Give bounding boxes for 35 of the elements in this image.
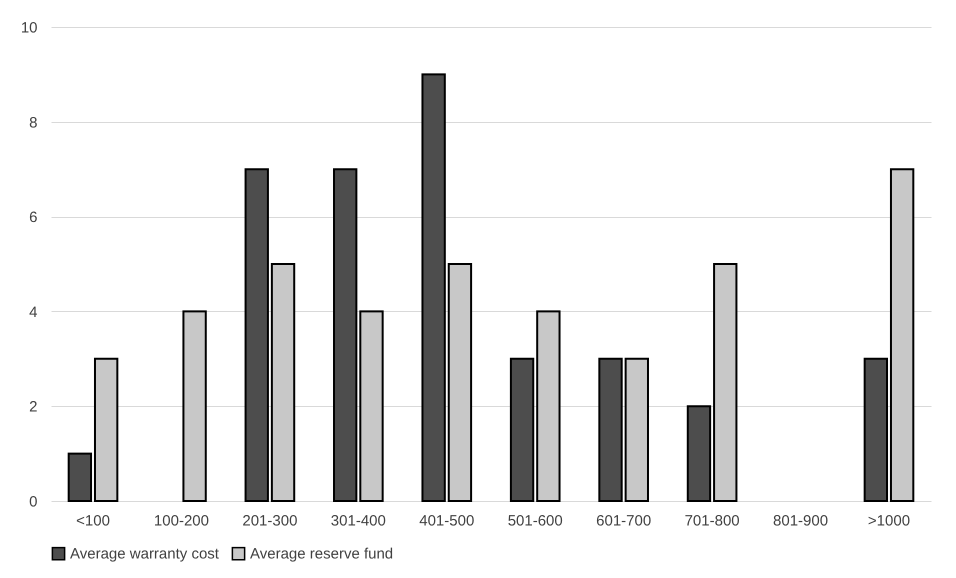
x-tick-label: 601-700 xyxy=(596,512,652,530)
bar xyxy=(536,310,561,502)
x-tick-label: 301-400 xyxy=(330,512,386,530)
bar xyxy=(598,358,623,502)
y-tick-label: 2 xyxy=(29,398,38,416)
legend-label: Average warranty cost xyxy=(70,546,220,563)
bar xyxy=(890,168,914,502)
bar xyxy=(182,310,207,502)
y-tick-label: 8 xyxy=(29,114,38,132)
bar xyxy=(686,405,712,502)
y-tick-label: 4 xyxy=(29,304,38,321)
y-tick-label: 0 xyxy=(29,494,38,510)
bar xyxy=(624,358,649,502)
x-tick-label: 401-500 xyxy=(419,512,474,530)
bar xyxy=(448,263,472,502)
y-tick-label: 10 xyxy=(20,20,38,36)
x-tick-label: 201-300 xyxy=(242,512,298,530)
x-tick-label: <100 xyxy=(76,512,110,530)
x-tick-label: 701-800 xyxy=(684,512,740,530)
legend-label: Average reserve fund xyxy=(250,546,394,563)
bar xyxy=(68,452,92,502)
x-tick-label: 801-900 xyxy=(773,512,828,530)
bar xyxy=(270,263,296,502)
y-tick-label: 6 xyxy=(29,209,38,226)
bar xyxy=(510,358,534,502)
x-tick-label: 100-200 xyxy=(154,512,209,530)
x-tick-label: >1000 xyxy=(868,512,910,530)
bar xyxy=(244,168,269,502)
bar xyxy=(94,358,118,502)
bar xyxy=(421,73,446,502)
bar xyxy=(713,263,738,502)
x-tick-label: 501-600 xyxy=(508,512,563,530)
bar xyxy=(864,358,888,502)
bar xyxy=(359,310,384,502)
bar xyxy=(333,168,358,502)
